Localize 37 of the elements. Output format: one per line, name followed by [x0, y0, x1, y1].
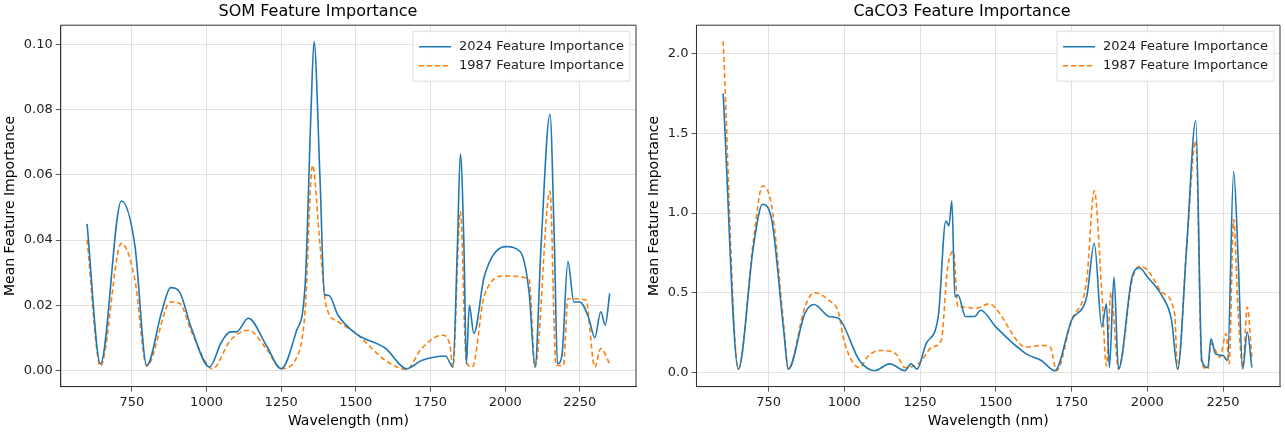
y-tick-label: 0.04: [23, 231, 53, 247]
y-axis-title: Mean Feature Importance: [645, 115, 662, 296]
x-axis-title: Wavelength (nm): [927, 412, 1049, 429]
x-tick-label: 1500: [339, 393, 373, 409]
x-tick-label: 2250: [1206, 393, 1240, 409]
chart-title: SOM Feature Importance: [218, 0, 418, 20]
x-tick-label: 1000: [827, 393, 861, 409]
chart-title: CaCO3 Feature Importance: [853, 0, 1071, 20]
x-tick-label: 1250: [903, 393, 937, 409]
x-tick-label: 750: [119, 393, 145, 409]
y-tick-label: 2.0: [667, 45, 689, 61]
y-tick-label: 0.08: [23, 101, 53, 117]
y-axis-title: Mean Feature Importance: [1, 115, 18, 296]
legend-label: 2024 Feature Importance: [459, 38, 625, 54]
legend-label: 2024 Feature Importance: [1103, 38, 1269, 54]
x-tick-label: 750: [756, 393, 781, 409]
y-tick-label: 1.5: [667, 124, 689, 140]
x-tick-label: 2000: [488, 393, 522, 409]
y-tick-label: 0.0: [667, 363, 689, 379]
x-tick-label: 2250: [563, 393, 597, 409]
legend-label: 1987 Feature Importance: [1103, 57, 1269, 73]
y-tick-label: 0.06: [23, 166, 53, 182]
y-tick-label: 0.00: [23, 361, 53, 377]
x-tick-label: 1750: [1055, 393, 1089, 409]
x-tick-label: 1500: [979, 393, 1013, 409]
y-tick-label: 1.0: [667, 204, 689, 220]
y-tick-label: 0.10: [23, 36, 53, 52]
x-tick-label: 1250: [264, 393, 298, 409]
line-series: [86, 164, 611, 371]
x-tick-label: 1750: [413, 393, 448, 409]
x-axis-title: Wavelength (nm): [287, 412, 409, 429]
legend-label: 1987 Feature Importance: [459, 57, 625, 73]
x-tick-label: 1000: [189, 393, 224, 409]
x-tick-label: 2000: [1130, 393, 1164, 409]
y-tick-label: 0.5: [667, 284, 689, 300]
line-series: [722, 92, 1253, 372]
y-tick-label: 0.02: [23, 296, 53, 312]
